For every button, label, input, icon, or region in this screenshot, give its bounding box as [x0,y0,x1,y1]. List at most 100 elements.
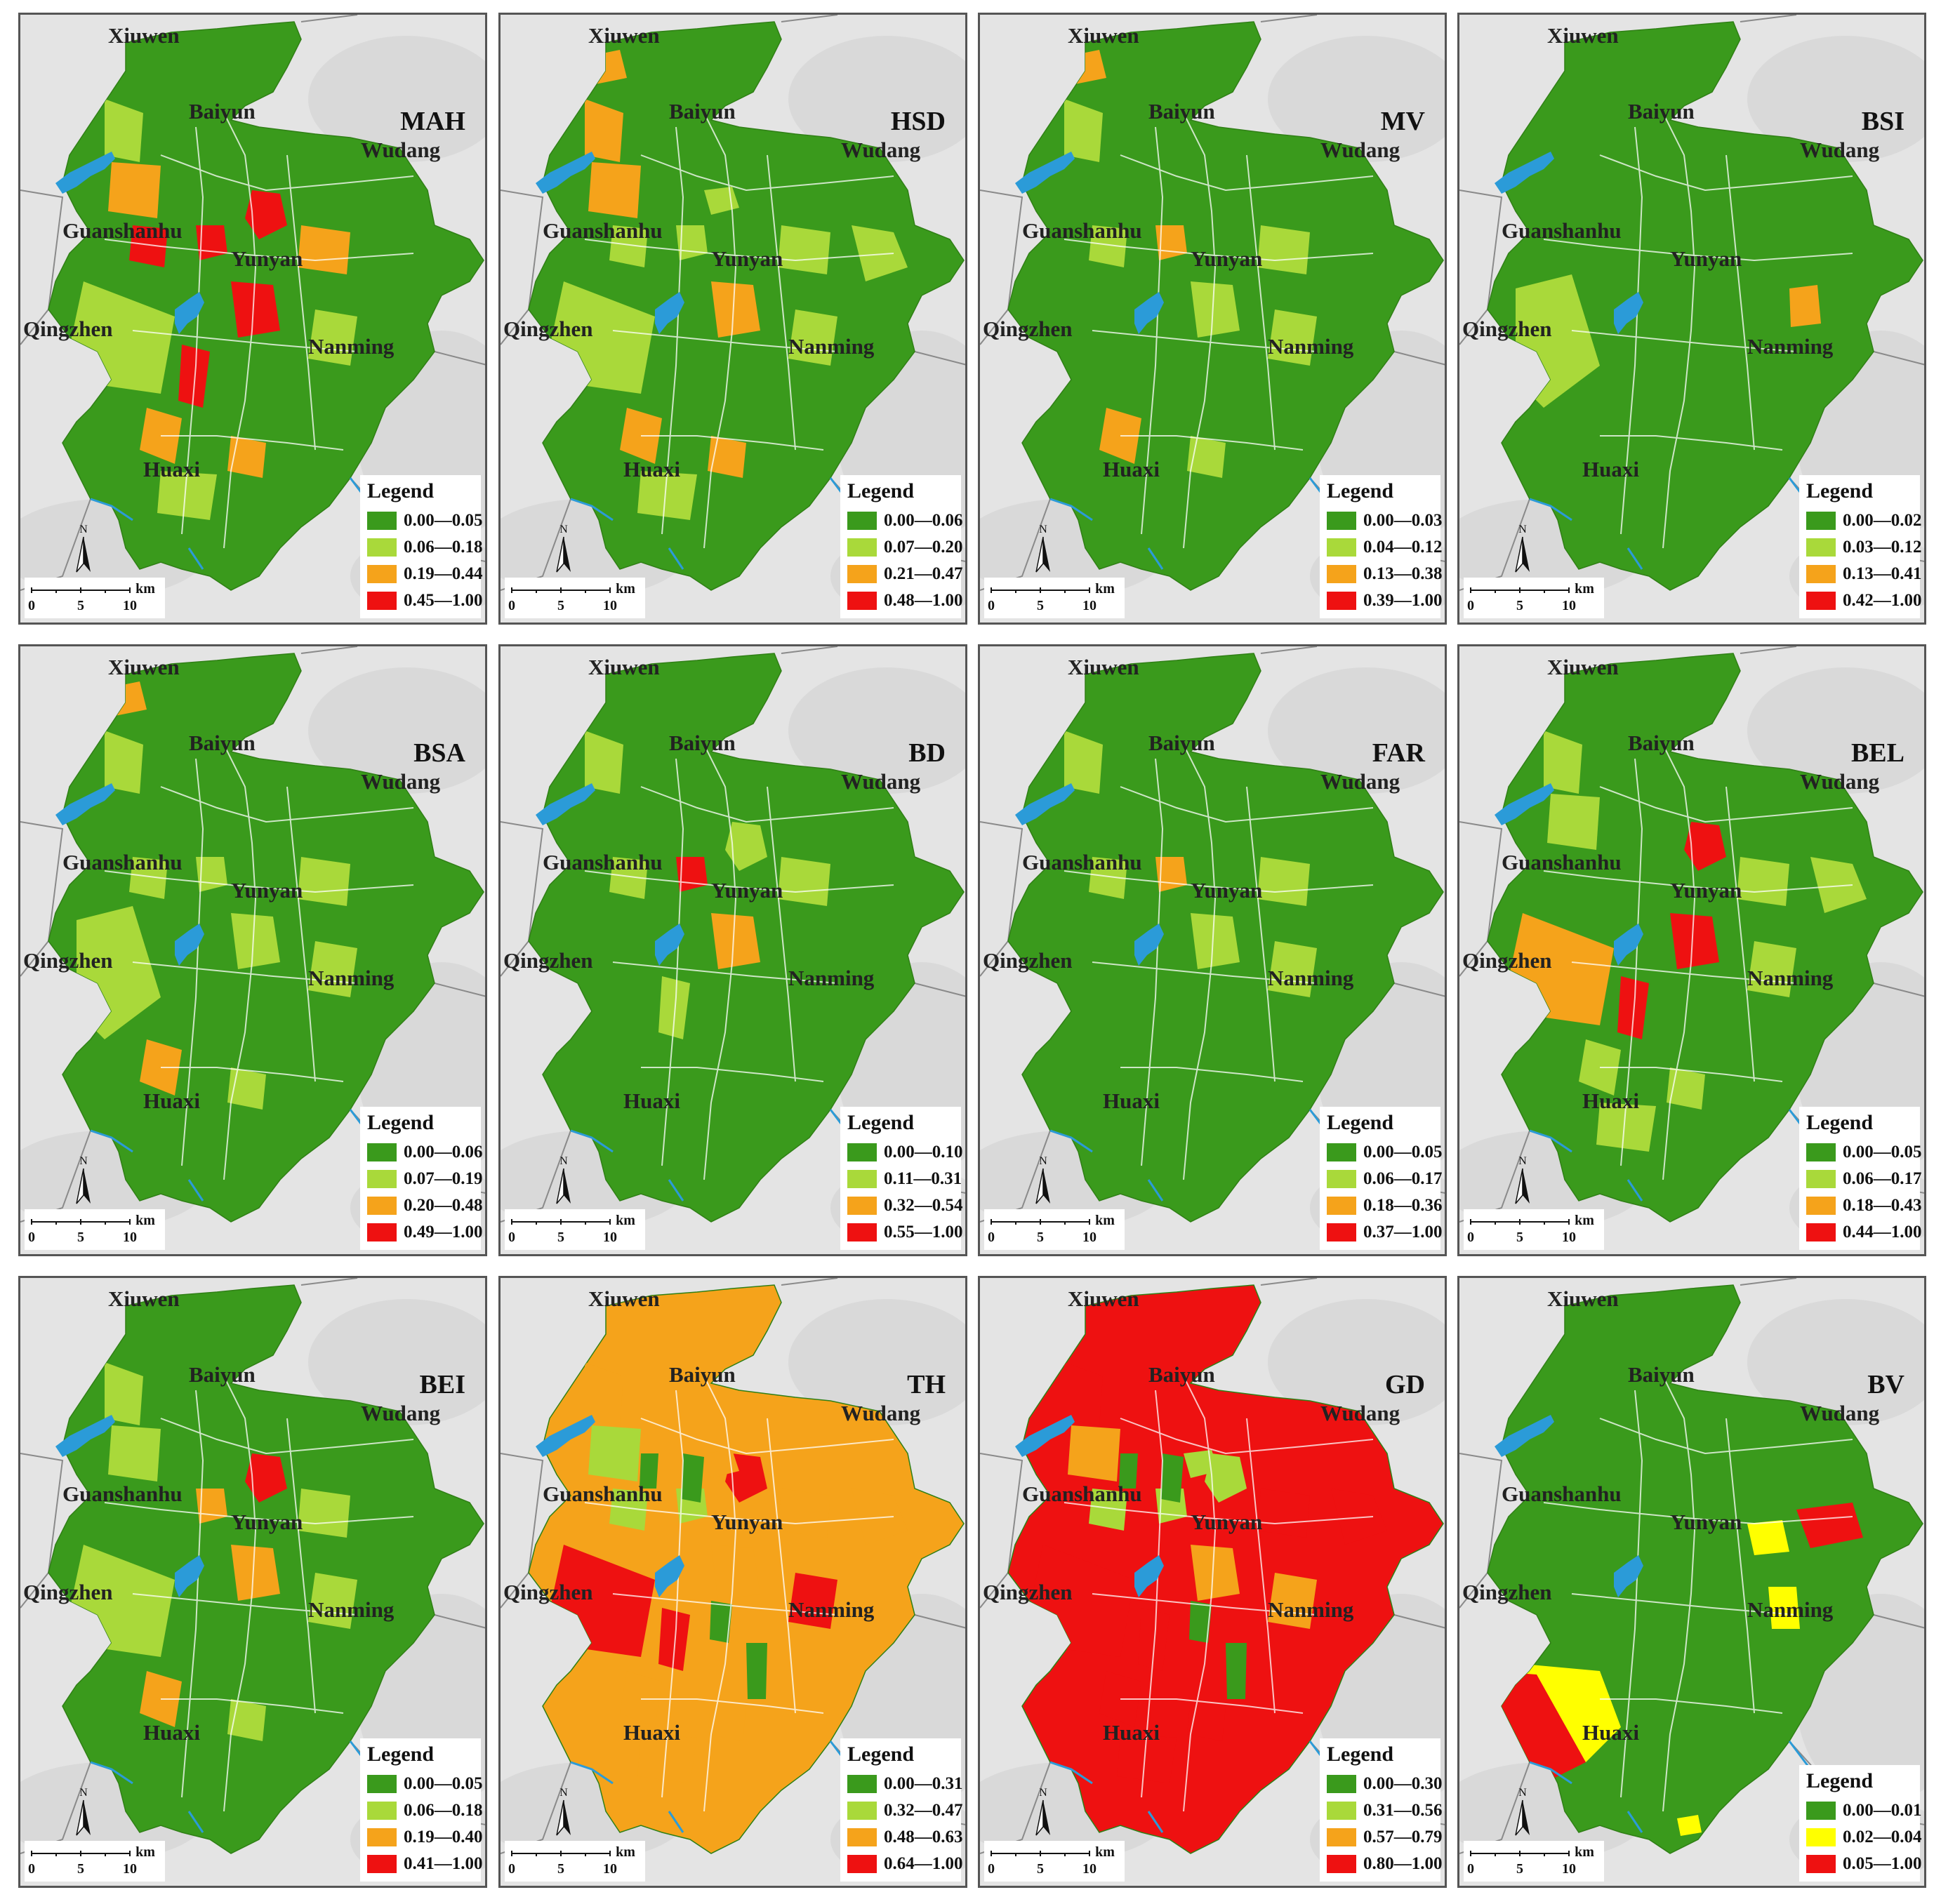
district-label-baiyun: Baiyun [669,99,736,124]
legend: Legend 0.00—0.05 0.06—0.18 0.19—0.44 0.45—1.… [360,475,483,618]
scale-bar-line [31,1851,131,1856]
terrain-hill [308,1299,485,1425]
scale-bar-line [1470,1851,1570,1856]
legend-label: 0.32—0.54 [884,1196,963,1215]
county-boundary [501,646,965,1223]
value-zone [298,225,350,274]
terrain-hill [308,36,485,162]
scale-bar-line [31,587,131,593]
scale-unit: km [1095,1213,1115,1228]
legend-label: 0.03—0.12 [1843,538,1922,557]
value-zone [1161,1453,1184,1503]
legend-row: 0.04—0.12 [1327,534,1443,561]
legend-label: 0.13—0.38 [1363,564,1443,583]
legend-row: 0.00—0.10 [847,1139,963,1166]
lake [55,152,115,194]
legend-label: 0.42—1.00 [1843,591,1922,610]
district-label-guanshanhu: Guanshanhu [1022,1482,1142,1506]
north-arrow-half [1043,1800,1050,1835]
county-boundary [20,1278,485,1854]
legend-label: 0.00—0.30 [1363,1774,1443,1793]
district-label-guanshanhu: Guanshanhu [1022,218,1142,243]
scale-tick-label: 10 [1562,598,1576,613]
reservoir [1614,924,1643,966]
north-arrow-icon: N [1515,1787,1530,1836]
legend-title: Legend [367,479,435,502]
terrain-hill [1747,1299,1924,1425]
district-label-wudang: Wudang [1320,1401,1400,1425]
legend-swatch [847,1223,877,1241]
scale-tick-label: 5 [77,1230,84,1245]
north-arrow-half [84,537,91,572]
legend-swatch [367,1223,397,1241]
road-network [1543,112,1853,549]
terrain-hill [788,1299,965,1425]
north-arrow-icon: N [1035,1787,1050,1836]
road-network [1543,1376,1853,1812]
district-label-nanming: Nanming [788,966,875,990]
value-zone [637,471,697,520]
district-label-qingzhen: Qingzhen [23,1580,113,1604]
scale-tick-label: 5 [557,1861,564,1877]
legend-row: 0.55—1.00 [847,1219,963,1246]
district-label-yunyan: Yunyan [231,1510,303,1534]
scale-tick-label: 0 [28,1861,35,1877]
road-network [584,112,894,549]
value-zone [585,731,623,794]
district-label-qingzhen: Qingzhen [503,1580,593,1604]
north-arrow-half [1035,536,1044,573]
legend-row: 0.05—1.00 [1806,1851,1922,1877]
map-panel-bsi: Xiuwen Baiyun Wudang Guanshanhu Yunyan Qingzh… [1457,13,1926,625]
legend-label: 0.00—0.31 [884,1774,963,1793]
road-network [104,112,414,549]
legend-swatch [367,1802,397,1820]
district-label-wudang: Wudang [361,1401,441,1425]
value-zone [1488,1671,1586,1783]
scale-tick-label: 10 [1082,1861,1097,1877]
legend-label: 0.00—0.06 [404,1143,483,1161]
district-label-qingzhen: Qingzhen [503,317,593,341]
terrain-hill [1747,36,1924,162]
district-label-guanshanhu: Guanshanhu [62,1482,183,1506]
panel-title: BSI [1861,107,1904,136]
lake [1015,152,1075,194]
legend-swatch [1327,1223,1356,1241]
value-zone [1268,309,1317,366]
district-label-nanming: Nanming [308,1597,395,1622]
value-zone [637,1734,697,1783]
scale-tick-label: 5 [1037,1230,1044,1245]
scale-unit: km [135,581,155,597]
north-arrow-half [1515,1168,1523,1204]
panel-title: MV [1380,107,1425,136]
value-zone [585,1362,623,1425]
district-label-wudang: Wudang [1800,1401,1880,1425]
legend-label: 0.00—0.03 [1363,511,1443,530]
map-mah [20,15,485,623]
value-zone [1068,1425,1120,1482]
value-zone [227,1699,266,1741]
district-label-baiyun: Baiyun [1148,731,1215,755]
legend: Legend 0.00—0.02 0.03—0.12 0.13—0.41 0.42—1.… [1799,475,1922,618]
north-arrow-half [564,1800,571,1835]
north-arrow-half [84,1169,91,1204]
north-arrow-half [1523,537,1530,572]
district-label-qingzhen: Qingzhen [503,948,593,973]
legend-swatch [1806,1855,1836,1873]
district-label-xiuwen: Xiuwen [588,1286,660,1311]
value-zone [682,1453,704,1503]
legend-row: 0.00—0.05 [1327,1139,1443,1166]
map-bd [501,646,965,1254]
legend-label: 0.64—1.00 [884,1854,963,1873]
legend-row: 0.42—1.00 [1806,587,1922,614]
road-network [1064,744,1374,1180]
value-zone [157,471,217,520]
district-label-huaxi: Huaxi [623,1089,680,1113]
north-arrow-icon: N [76,1787,91,1836]
value-zone [1596,1103,1656,1152]
legend-swatch [367,538,397,557]
legend-row: 0.48—0.63 [847,1824,963,1851]
district-label-xiuwen: Xiuwen [588,23,660,48]
